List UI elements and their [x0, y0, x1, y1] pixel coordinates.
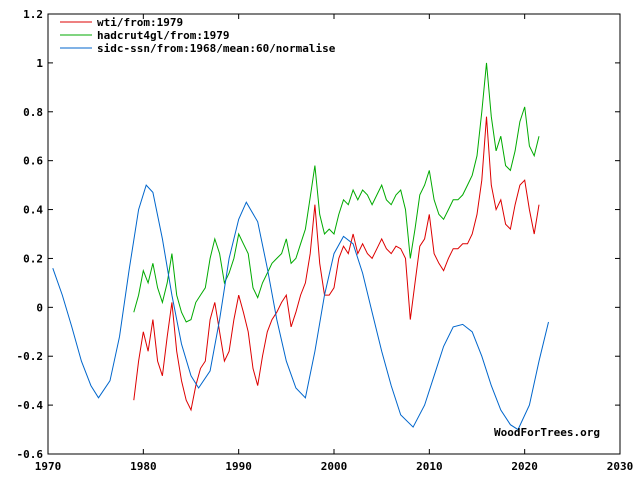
- y-tick-label: 1: [36, 57, 43, 70]
- legend: wti/from:1979hadcrut4gl/from:1979sidc-ss…: [60, 16, 336, 55]
- x-tick-label: 2010: [416, 460, 443, 473]
- y-tick-label: 0.2: [23, 252, 43, 265]
- y-tick-label: 0.6: [23, 155, 43, 168]
- series-layer: [52, 62, 549, 431]
- x-tick-label: 1980: [130, 460, 157, 473]
- y-tick-label: -0.4: [17, 399, 44, 412]
- ticks-layer: 1970 1980 1990 2000 2010 2020 2030 -0.6 -0.4 -0.2…: [17, 8, 634, 473]
- legend-label-2: sidc-ssn/from:1968/mean:60/normalise: [97, 42, 336, 55]
- series-line-2: [52, 184, 549, 431]
- legend-label-0: wti/from:1979: [97, 16, 183, 29]
- x-tick-label: 1970: [35, 460, 62, 473]
- series-line-0: [133, 116, 540, 412]
- y-tick-label: -0.2: [17, 350, 44, 363]
- x-tick-label: 1990: [225, 460, 252, 473]
- series-line-1: [133, 62, 540, 323]
- y-tick-label: 0.8: [23, 106, 43, 119]
- x-tick-label: 2030: [607, 460, 634, 473]
- y-tick-label: 0.4: [23, 204, 43, 217]
- x-tick-label: 2000: [321, 460, 348, 473]
- x-tick-label: 2020: [511, 460, 538, 473]
- y-tick-label: 1.2: [23, 8, 43, 21]
- y-tick-label: -0.6: [17, 448, 44, 461]
- credit-label: WoodForTrees.org: [494, 426, 600, 439]
- y-tick-label: 0: [36, 301, 43, 314]
- legend-label-1: hadcrut4gl/from:1979: [97, 29, 229, 42]
